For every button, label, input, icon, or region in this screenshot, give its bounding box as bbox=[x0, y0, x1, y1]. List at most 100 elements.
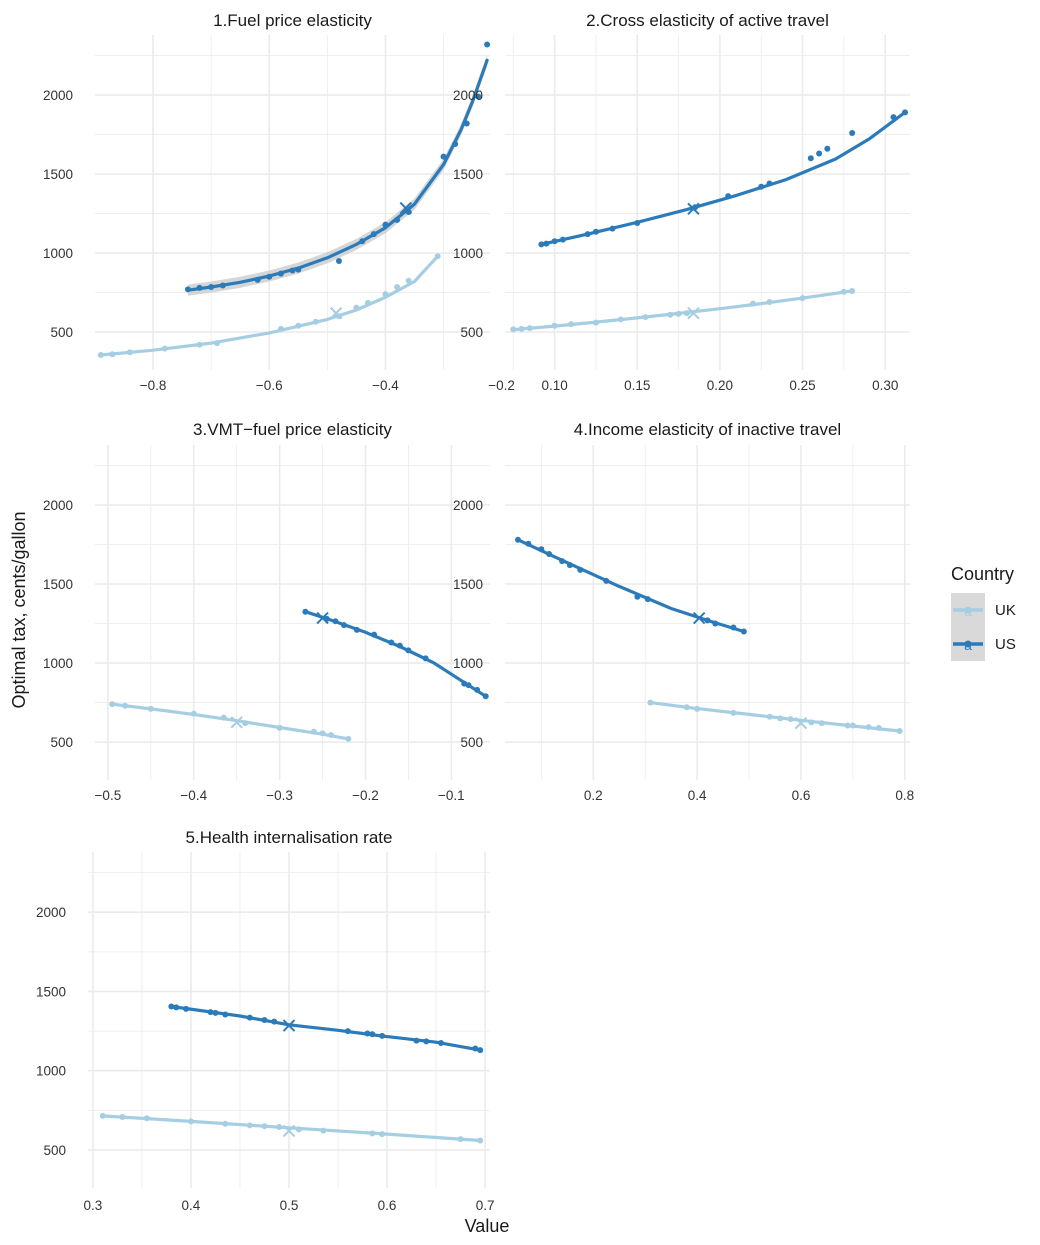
data-point bbox=[388, 639, 395, 646]
x-tick-label: 0.20 bbox=[707, 378, 733, 393]
baseline-marker bbox=[329, 306, 343, 320]
data-point bbox=[526, 325, 533, 332]
data-point bbox=[370, 231, 377, 238]
data-point bbox=[364, 1030, 371, 1037]
data-point bbox=[463, 120, 470, 127]
x-tick-label: 0.8 bbox=[895, 788, 914, 803]
data-point bbox=[477, 1137, 484, 1144]
y-tick-label: 2000 bbox=[453, 88, 483, 103]
data-point bbox=[740, 628, 747, 635]
data-point bbox=[335, 257, 342, 264]
data-point bbox=[246, 1014, 253, 1021]
data-point bbox=[510, 326, 517, 333]
data-point bbox=[777, 715, 784, 722]
data-point bbox=[379, 1032, 386, 1039]
legend-item-us: a US bbox=[951, 627, 1016, 661]
data-point bbox=[525, 540, 532, 547]
x-tick-label: 0.3 bbox=[84, 1198, 103, 1213]
data-point bbox=[875, 724, 882, 731]
panel-4: 4.Income elasticity of inactive travel 0.… bbox=[453, 420, 914, 803]
data-point bbox=[328, 731, 335, 738]
x-tick-label: 0.5 bbox=[280, 1198, 299, 1213]
data-point bbox=[266, 273, 273, 280]
data-point bbox=[213, 340, 220, 347]
data-point bbox=[295, 266, 302, 273]
data-point bbox=[219, 282, 226, 289]
data-point bbox=[190, 710, 197, 717]
data-point bbox=[642, 314, 649, 321]
data-point bbox=[187, 1118, 194, 1125]
data-point bbox=[730, 624, 737, 631]
data-point bbox=[143, 1115, 150, 1122]
data-point bbox=[369, 1130, 376, 1137]
data-point bbox=[222, 1120, 229, 1127]
baseline-marker bbox=[794, 716, 808, 730]
data-point bbox=[890, 114, 897, 121]
data-point bbox=[518, 325, 525, 332]
series-us bbox=[514, 536, 747, 635]
x-tick-label: −0.4 bbox=[372, 378, 399, 393]
y-tick-label: 1500 bbox=[43, 577, 73, 592]
data-point bbox=[405, 277, 412, 284]
data-point bbox=[302, 608, 309, 615]
data-point bbox=[559, 558, 566, 565]
y-tick-label: 1000 bbox=[453, 656, 483, 671]
data-point bbox=[568, 321, 575, 328]
data-point bbox=[474, 686, 481, 693]
x-tick-label: −0.1 bbox=[438, 788, 465, 803]
data-point bbox=[603, 577, 610, 584]
series-us bbox=[302, 608, 489, 700]
data-point bbox=[538, 546, 545, 553]
panel-title: 1.Fuel price elasticity bbox=[213, 11, 372, 30]
data-point bbox=[277, 270, 284, 277]
data-point bbox=[382, 221, 389, 228]
data-point bbox=[683, 704, 690, 711]
data-point bbox=[566, 562, 573, 569]
y-tick-label: 500 bbox=[50, 735, 73, 750]
data-point bbox=[808, 719, 815, 726]
data-point bbox=[647, 699, 654, 706]
data-point bbox=[704, 617, 711, 624]
x-tick-label: 0.15 bbox=[624, 378, 650, 393]
data-point bbox=[477, 1047, 484, 1054]
y-tick-label: 1500 bbox=[453, 577, 483, 592]
baseline-marker bbox=[687, 202, 700, 216]
data-point bbox=[844, 722, 851, 729]
data-point bbox=[484, 41, 491, 48]
data-point bbox=[675, 310, 682, 317]
series-line bbox=[303, 610, 488, 698]
data-point bbox=[551, 322, 558, 329]
data-point bbox=[725, 193, 732, 200]
data-point bbox=[592, 319, 599, 326]
panel-title: 4.Income elasticity of inactive travel bbox=[574, 420, 841, 439]
data-point bbox=[766, 713, 773, 720]
x-tick-label: −0.3 bbox=[266, 788, 293, 803]
baseline-marker bbox=[692, 611, 706, 625]
x-tick-label: −0.2 bbox=[352, 788, 379, 803]
x-tick-label: 0.2 bbox=[584, 788, 603, 803]
panel-3: 3.VMT−fuel price elasticity −0.5 −0.4 −0.3 −… bbox=[43, 420, 490, 803]
data-point bbox=[310, 728, 317, 735]
data-point bbox=[849, 129, 856, 136]
data-point bbox=[344, 1028, 351, 1035]
data-point bbox=[147, 705, 154, 712]
data-point bbox=[634, 220, 641, 227]
series-uk bbox=[99, 1112, 484, 1144]
data-point bbox=[341, 622, 348, 629]
panel-title: 3.VMT−fuel price elasticity bbox=[193, 420, 392, 439]
x-tick-label: 0.30 bbox=[872, 378, 898, 393]
y-tick-label: 500 bbox=[50, 325, 73, 340]
data-point bbox=[168, 1003, 175, 1010]
x-tick-label: −0.8 bbox=[140, 378, 167, 393]
data-point bbox=[99, 1112, 106, 1119]
data-point bbox=[173, 1004, 180, 1011]
data-point bbox=[261, 1123, 268, 1130]
data-point bbox=[902, 109, 909, 116]
x-tick-label: 0.4 bbox=[688, 788, 707, 803]
data-point bbox=[97, 351, 104, 358]
panel-2: 2.Cross elasticity of active travel 0.10 0… bbox=[453, 11, 910, 393]
x-tick-label: −0.6 bbox=[256, 378, 283, 393]
data-point bbox=[465, 682, 472, 689]
data-point bbox=[712, 620, 719, 627]
data-point bbox=[276, 1123, 283, 1130]
